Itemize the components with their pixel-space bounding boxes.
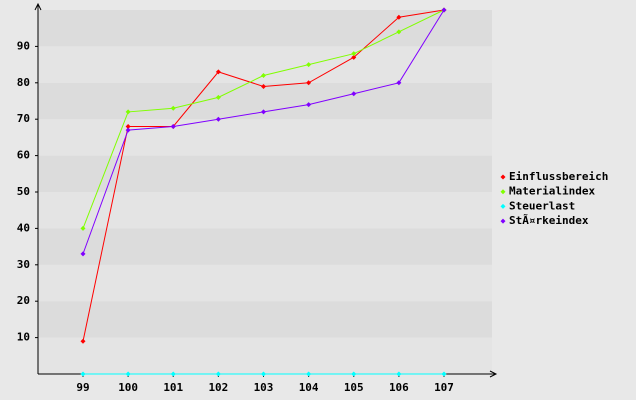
data-point bbox=[80, 225, 86, 231]
x-tick-label: 102 bbox=[208, 381, 228, 394]
legend-marker bbox=[500, 174, 506, 180]
data-point bbox=[261, 73, 266, 79]
plot-band bbox=[38, 192, 492, 229]
plot-band bbox=[38, 46, 492, 83]
data-point bbox=[441, 7, 447, 13]
legend-label: Materialindex bbox=[509, 185, 595, 198]
y-tick-label: 40 bbox=[17, 221, 30, 234]
data-point bbox=[125, 123, 131, 129]
y-tick-label: 10 bbox=[17, 331, 30, 344]
y-tick-label: 70 bbox=[17, 112, 30, 125]
legend-marker bbox=[500, 203, 506, 209]
y-tick-label: 30 bbox=[17, 258, 30, 271]
data-point bbox=[125, 127, 131, 133]
data-point bbox=[306, 371, 312, 377]
y-tick-label: 20 bbox=[17, 294, 30, 307]
x-tick-label: 100 bbox=[118, 381, 138, 394]
y-tick-label: 60 bbox=[17, 149, 30, 162]
legend-label: Einflussbereich bbox=[509, 170, 608, 183]
legend-label: Steuerlast bbox=[509, 199, 575, 212]
y-tick-label: 50 bbox=[17, 185, 30, 198]
data-point bbox=[351, 54, 357, 60]
x-axis-arrow bbox=[489, 370, 498, 378]
data-point bbox=[80, 338, 86, 344]
data-point bbox=[396, 14, 402, 20]
data-point bbox=[170, 123, 176, 129]
legend-label: StÃ¤rkeindex bbox=[509, 214, 589, 227]
data-point bbox=[441, 371, 447, 377]
data-point bbox=[351, 51, 357, 57]
data-point bbox=[170, 105, 176, 111]
data-point bbox=[261, 371, 266, 377]
plot-band bbox=[38, 10, 492, 47]
data-point bbox=[306, 80, 312, 86]
data-point bbox=[80, 371, 86, 377]
data-point bbox=[351, 91, 357, 97]
plot-band bbox=[38, 155, 492, 192]
x-tick-label: 106 bbox=[389, 381, 409, 394]
y-axis-arrow bbox=[34, 2, 42, 11]
data-point bbox=[396, 80, 402, 86]
y-tick-label: 90 bbox=[17, 39, 30, 52]
data-point bbox=[80, 251, 86, 257]
x-tick-label: 99 bbox=[76, 381, 89, 394]
data-point bbox=[215, 69, 221, 75]
data-point bbox=[215, 116, 221, 122]
legend-marker bbox=[500, 218, 506, 224]
data-point bbox=[170, 371, 176, 377]
x-tick-label: 105 bbox=[344, 381, 364, 394]
data-point bbox=[306, 62, 312, 68]
data-point bbox=[306, 102, 312, 108]
x-tick-label: 103 bbox=[254, 381, 274, 394]
plot-band bbox=[38, 301, 492, 338]
data-point bbox=[261, 83, 266, 89]
plot-band bbox=[38, 337, 492, 374]
data-point bbox=[215, 94, 221, 100]
data-point bbox=[351, 371, 357, 377]
x-tick-label: 104 bbox=[299, 381, 319, 394]
data-point bbox=[396, 29, 402, 35]
data-point bbox=[396, 371, 402, 377]
plot-band bbox=[38, 228, 492, 265]
legend-marker bbox=[500, 189, 506, 195]
data-point bbox=[125, 371, 131, 377]
plot-band bbox=[38, 82, 492, 120]
x-tick-label: 107 bbox=[434, 381, 454, 394]
data-point bbox=[261, 109, 266, 115]
y-tick-label: 80 bbox=[17, 76, 30, 89]
plot-band bbox=[38, 119, 492, 156]
data-point bbox=[125, 109, 131, 115]
data-point bbox=[215, 371, 221, 377]
x-tick-label: 101 bbox=[163, 381, 183, 394]
plot-band bbox=[38, 264, 492, 302]
